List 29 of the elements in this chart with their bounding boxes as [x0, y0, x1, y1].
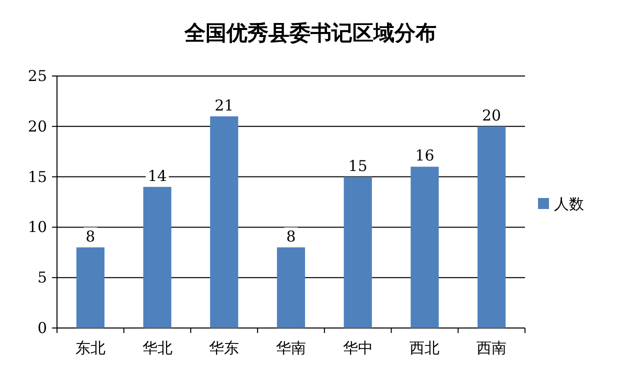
bar	[410, 166, 439, 328]
data-label: 14	[148, 166, 167, 185]
bar	[276, 247, 306, 328]
x-tick-label: 华南	[276, 339, 306, 357]
y-tick-label: 20	[28, 117, 47, 136]
data-label: 16	[415, 146, 434, 165]
x-tick-label: 华东	[209, 339, 240, 357]
y-tick-label: 0	[37, 319, 47, 337]
legend-label: 人数	[554, 195, 584, 213]
bar	[478, 126, 506, 328]
data-label: 21	[214, 96, 234, 114]
y-tick-label: 10	[28, 218, 47, 236]
y-tick-label: 15	[28, 168, 47, 186]
x-tick-label: 华中	[342, 339, 373, 357]
y-tick-label: 5	[37, 268, 47, 287]
x-tick-label: 东北	[75, 339, 106, 357]
bar	[76, 247, 104, 328]
data-label: 8	[286, 227, 296, 246]
x-tick-label: 西北	[410, 339, 440, 357]
chart-title: 全国优秀县委书记区域分布	[184, 20, 436, 45]
data-label: 8	[86, 227, 96, 246]
data-label: 15	[348, 156, 368, 175]
data-label: 20	[482, 106, 502, 124]
x-tick-label: 西南	[476, 339, 507, 357]
x-tick-label: 华北	[142, 339, 172, 357]
bar	[210, 116, 238, 328]
y-tick-label: 25	[28, 67, 47, 85]
bar	[344, 176, 372, 328]
bar	[143, 186, 172, 328]
